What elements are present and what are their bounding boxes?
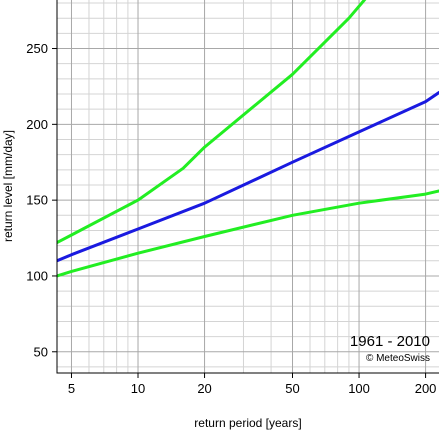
y-tick-label: 100	[26, 268, 48, 283]
y-axis-label: return level [mm/day]	[1, 130, 15, 242]
x-tick-label: 200	[415, 381, 437, 396]
x-tick-label: 10	[131, 381, 145, 396]
y-tick-label: 200	[26, 117, 48, 132]
tick-labels: 5 10 20 50 100 200 50 100 150 200 250	[26, 41, 436, 396]
series-line-estimate	[57, 91, 439, 263]
x-axis-label: return period [years]	[194, 416, 301, 430]
y-tick-label: 150	[26, 193, 48, 208]
y-tick-label: 250	[26, 41, 48, 56]
plot-background	[57, 0, 439, 373]
series-line-lower-bound	[57, 189, 439, 278]
x-tick-label: 20	[197, 381, 211, 396]
x-tick-label: 100	[348, 381, 370, 396]
axes	[52, 0, 439, 378]
y-tick-label: 50	[34, 344, 48, 359]
series-group	[57, 0, 439, 278]
x-tick-label: 50	[285, 381, 299, 396]
x-tick-label: 5	[68, 381, 75, 396]
period-annotation: 1961 - 2010	[350, 333, 430, 350]
credit-annotation: © MeteoSwiss	[366, 353, 430, 364]
series-line-upper-bound	[57, 0, 367, 245]
